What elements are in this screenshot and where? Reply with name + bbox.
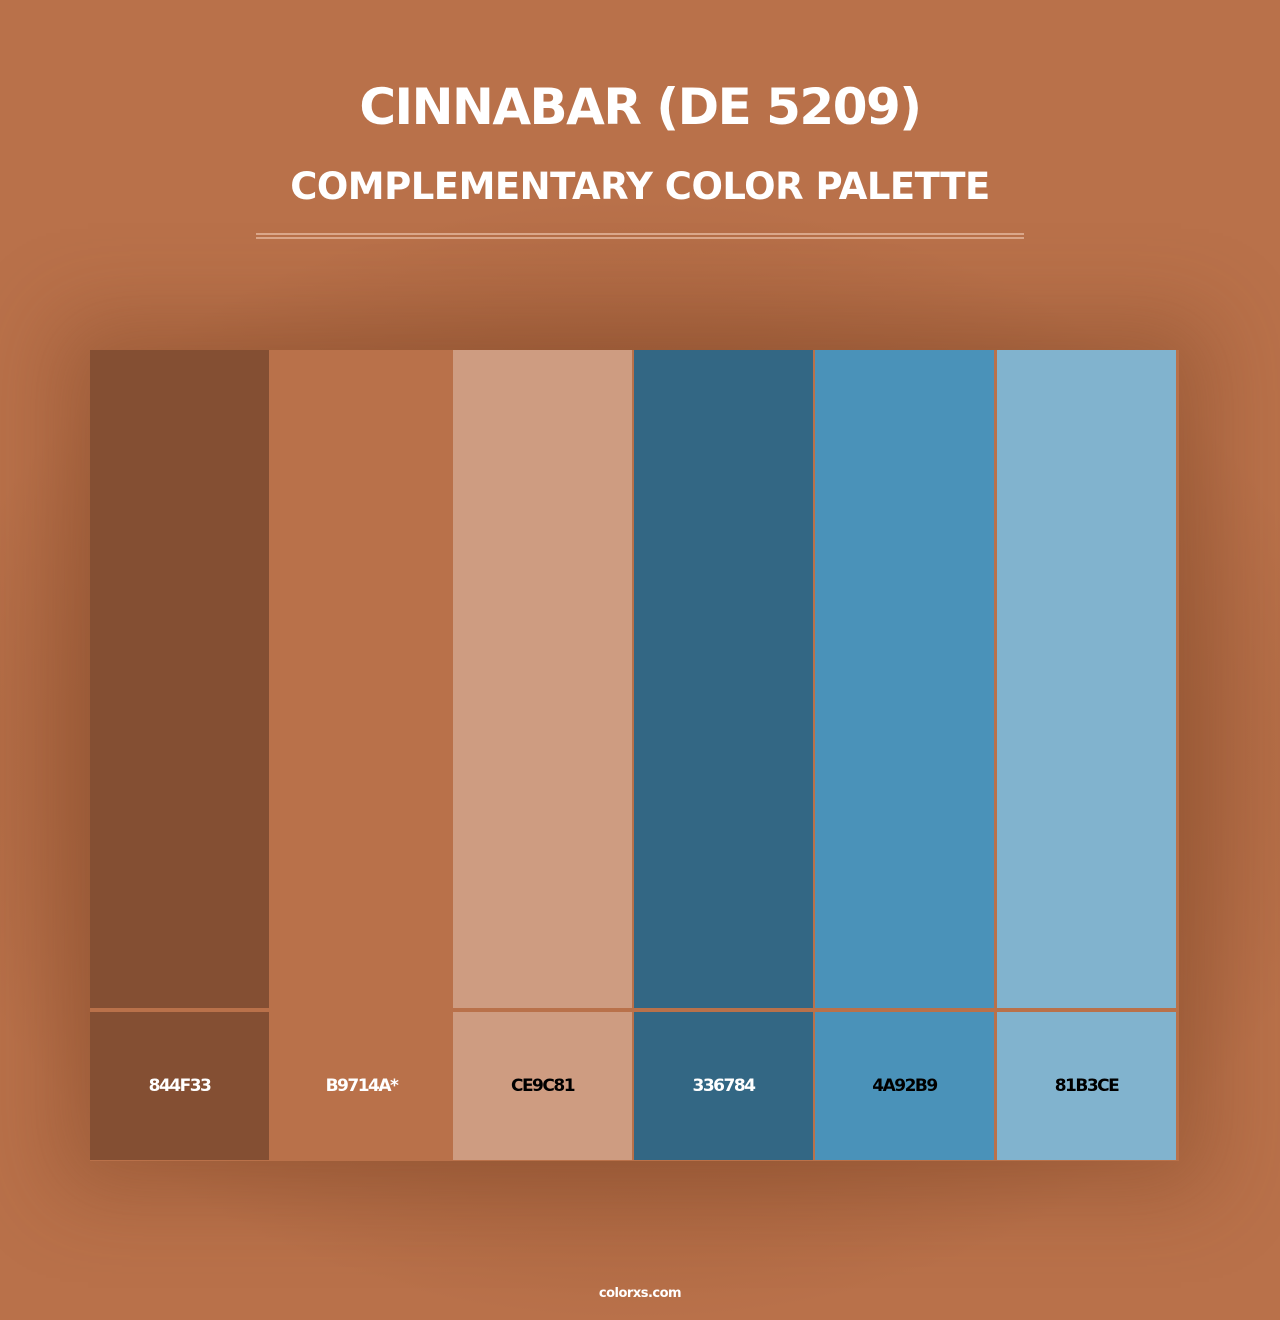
hex-code: 81B3CE (1054, 1076, 1120, 1096)
color-label-cell[interactable]: 336784 (634, 1012, 813, 1160)
title-divider (256, 233, 1024, 239)
color-swatch[interactable] (272, 350, 451, 1008)
color-palette: 844F33 B9714A* CE9C81 336784 4A92B9 81B3… (90, 350, 1179, 1161)
hex-code: B9714A* (325, 1076, 399, 1096)
color-label-cell[interactable]: 4A92B9 (815, 1012, 994, 1160)
page-title: CINNABAR (DE 5209) (359, 78, 922, 136)
color-swatch[interactable] (453, 350, 632, 1008)
color-swatch[interactable] (997, 350, 1176, 1008)
color-swatch[interactable] (90, 350, 269, 1008)
color-label-cell[interactable]: 81B3CE (997, 1012, 1176, 1160)
site-credit[interactable]: colorxs.com (598, 1286, 682, 1301)
hex-code: 844F33 (148, 1076, 212, 1096)
color-label-cell[interactable]: 844F33 (90, 1012, 269, 1160)
color-swatch[interactable] (815, 350, 994, 1008)
color-swatch[interactable] (634, 350, 813, 1008)
hex-code: 336784 (692, 1076, 756, 1096)
hex-code: 4A92B9 (872, 1076, 938, 1096)
page-subtitle: COMPLEMENTARY COLOR PALETTE (290, 165, 990, 208)
color-label-cell[interactable]: CE9C81 (453, 1012, 632, 1160)
hex-code: CE9C81 (510, 1076, 576, 1096)
color-label-cell[interactable]: B9714A* (272, 1012, 451, 1160)
